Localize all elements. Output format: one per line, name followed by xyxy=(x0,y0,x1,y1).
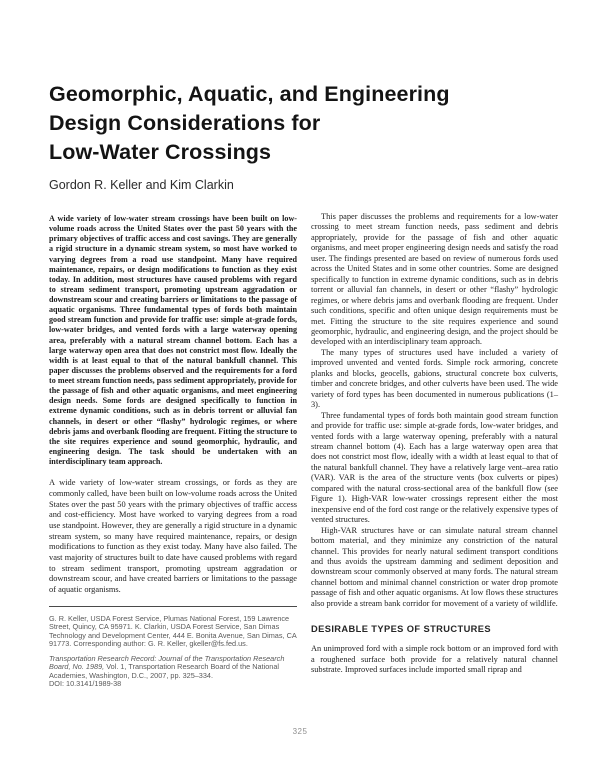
citation-footnote: Transportation Research Record: Journal … xyxy=(49,653,297,681)
abstract-text: A wide variety of low-water stream cross… xyxy=(49,214,297,466)
affiliation-footnote: G. R. Keller, USDA Forest Service, Pluma… xyxy=(49,613,297,649)
citation-details: Vol. 1, Transportation Research Board of… xyxy=(49,662,279,680)
doi-line: DOI: 10.3141/1989-38 xyxy=(49,679,122,689)
page-title: Geomorphic, Aquatic, and Engineering Des… xyxy=(49,82,450,164)
footnote-rule xyxy=(49,605,297,607)
body-paragraph: High-VAR structures have or can simulate… xyxy=(311,525,558,608)
body-paragraph: The many types of structures used have i… xyxy=(311,347,558,410)
left-column: A wide variety of low-water stream cross… xyxy=(49,214,297,689)
section-heading-desirable-types: DESIRABLE TYPES OF STRUCTURES xyxy=(311,624,491,635)
authors-line: Gordon R. Keller and Kim Clarkin xyxy=(49,178,234,192)
body-paragraph: This paper discusses the problems and re… xyxy=(311,212,558,347)
footnote-block: G. R. Keller, USDA Forest Service, Pluma… xyxy=(49,605,297,689)
section-paragraph: An unimproved ford with a simple rock bo… xyxy=(311,644,558,675)
intro-paragraph: A wide variety of low-water stream cross… xyxy=(49,478,297,595)
citation-journal-title: Transportation Research Record: Journal … xyxy=(49,653,285,672)
page-number: 325 xyxy=(292,727,308,736)
body-paragraph: Three fundamental types of fords both ma… xyxy=(311,410,558,525)
right-column: This paper discusses the problems and re… xyxy=(311,212,558,676)
